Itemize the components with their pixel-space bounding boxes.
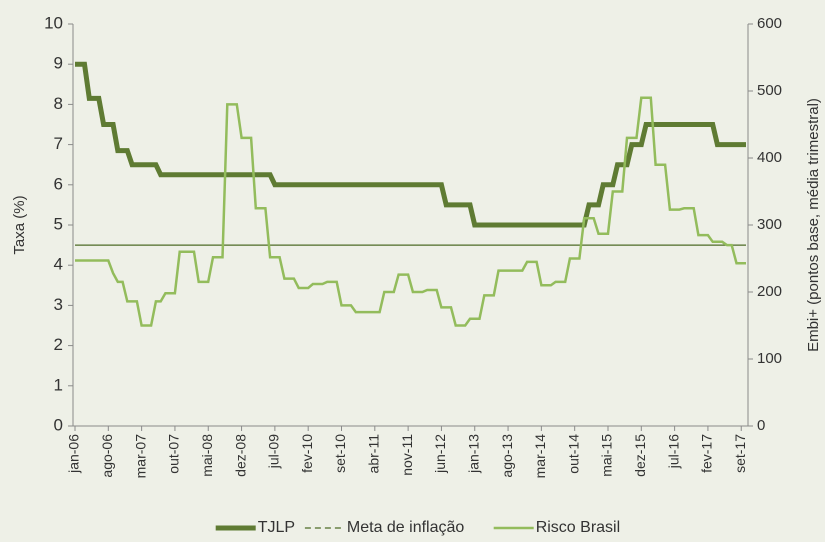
y-tick-label: 10 <box>44 13 63 32</box>
x-tick-label: fev-17 <box>699 434 715 473</box>
y2-tick-label: 200 <box>757 283 782 300</box>
x-tick-label: set-17 <box>732 434 748 473</box>
x-tick-label: jul-16 <box>665 434 681 469</box>
y-tick-label: 9 <box>54 54 63 73</box>
x-tick-label: ago-06 <box>99 434 115 478</box>
y2-tick-label: 600 <box>757 15 782 32</box>
x-tick-label: nov-11 <box>399 434 415 476</box>
x-tick-label: jan-06 <box>66 434 82 474</box>
legend-label: Meta de inflação <box>347 519 465 536</box>
y-axis-label: Taxa (%) <box>11 195 28 254</box>
x-tick-label: mar-07 <box>132 434 148 479</box>
x-tick-label: abr-11 <box>366 434 382 474</box>
x-tick-label: fev-10 <box>299 434 315 473</box>
legend-label: TJLP <box>258 519 295 536</box>
y-tick-label: 3 <box>54 295 63 314</box>
y-tick-label: 7 <box>54 134 63 153</box>
y2-axis-label: Embi+ (pontos base, média trimestral) <box>805 98 822 352</box>
x-tick-label: mar-14 <box>532 434 548 479</box>
y-tick-label: 0 <box>54 415 63 434</box>
y2-tick-label: 0 <box>757 417 765 434</box>
y2-tick-label: 100 <box>757 350 782 367</box>
x-tick-label: dez-15 <box>632 434 648 477</box>
y2-tick-label: 400 <box>757 149 782 166</box>
x-tick-label: out-07 <box>166 434 182 474</box>
series-line <box>75 61 746 228</box>
y2-tick-label: 500 <box>757 82 782 99</box>
y-tick-label: 2 <box>54 335 63 354</box>
x-tick-label: dez-08 <box>232 434 248 477</box>
x-tick-label: out-14 <box>565 434 581 474</box>
x-tick-label: jul-09 <box>266 434 282 469</box>
y-tick-label: 6 <box>54 174 63 193</box>
y2-tick-label: 300 <box>757 216 782 233</box>
x-tick-label: mai-15 <box>599 434 615 477</box>
y-tick-label: 5 <box>54 214 63 233</box>
series-line <box>75 96 746 327</box>
y-tick-label: 8 <box>54 94 63 113</box>
x-tick-label: jan-13 <box>465 434 481 474</box>
x-tick-label: set-10 <box>332 434 348 473</box>
y-tick-label: 1 <box>54 375 63 394</box>
y-tick-label: 4 <box>54 255 63 274</box>
x-tick-label: mai-08 <box>199 434 215 477</box>
x-tick-label: ago-13 <box>499 434 515 478</box>
legend-label: Risco Brasil <box>536 519 620 536</box>
x-tick-label: jun-12 <box>432 434 448 474</box>
